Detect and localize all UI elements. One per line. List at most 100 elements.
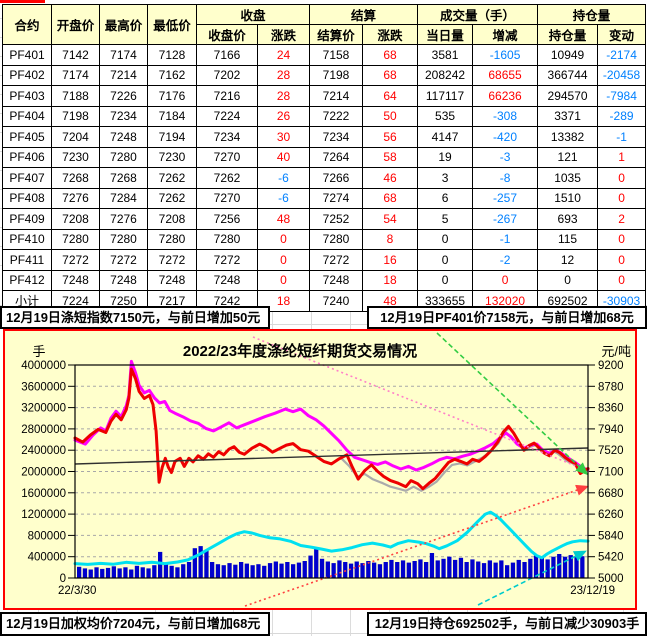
value-cell: 7234 [196,126,258,148]
value-cell: 7234 [309,126,364,148]
value-cell: 7284 [99,187,148,209]
volume-bar [424,562,429,578]
value-cell: 7272 [51,249,100,271]
volume-bar [545,559,550,578]
volume-bar [250,565,255,578]
right-axis-tick: 8360 [598,403,624,415]
volume-bar [528,558,533,578]
volume-bar [574,557,579,578]
value-cell: 7222 [309,105,364,127]
right-axis-unit: 元/吨 [601,344,631,359]
sub-header-oi: 持仓量 [537,24,599,45]
volume-bar [117,568,122,578]
value-cell: -6 [256,187,311,209]
value-cell: 7234 [99,105,148,127]
sub-header-settle-price: 结算价 [309,24,364,45]
volume-bar [522,562,527,578]
contract-price-line [73,367,590,491]
value-cell: -2 [472,249,539,271]
left-axis-tick: 4000000 [21,360,66,372]
volume-bar [354,561,359,578]
value-cell: 0 [597,187,647,209]
left-axis-tick: 2000000 [21,467,66,479]
value-cell: 7174 [99,44,148,66]
value-cell: 7264 [309,146,364,168]
x-axis-start-label: 22/3/30 [58,585,96,597]
volume-bar [152,565,157,578]
value-cell: 7266 [309,167,364,189]
value-cell: 7248 [147,269,197,291]
value-cell: 7248 [99,269,148,291]
value-cell: 7188 [51,85,100,107]
volume-bar [487,560,492,578]
value-cell: -20458 [597,64,647,86]
contract-cell: PF410 [2,228,52,250]
volume-bar [82,568,88,578]
value-cell: 3581 [417,44,474,66]
value-cell: 7194 [147,126,197,148]
col-header-contract: 合约 [2,4,52,45]
value-cell: 294570 [537,85,599,107]
volume-bar [285,562,290,578]
value-cell: 366744 [537,64,599,86]
volume-bar [447,556,452,578]
volume-bar [481,563,487,578]
value-cell: 16 [362,249,419,271]
col-header-high: 最高价 [99,4,148,45]
value-cell: 7262 [147,167,197,189]
volume-bar [221,565,226,578]
right-axis-tick: 5840 [598,530,624,542]
right-axis-tick: 6680 [598,488,624,500]
value-cell: 68 [362,187,419,209]
value-cell: -308 [472,105,539,127]
top-red-marker [0,0,45,3]
value-cell: 50 [362,105,419,127]
volume-bar [239,562,244,578]
volume-bar [163,563,169,578]
value-cell: 0 [537,269,599,291]
volume-bar [499,560,504,578]
volume-bar [406,562,411,578]
volume-bar [77,566,82,578]
value-cell: 7224 [196,105,258,127]
volume-bar [348,563,354,578]
banner-pf401-price: 12月19日PF401价7158元，与前日增加68元 [367,306,647,329]
left-axis-tick: 3600000 [21,381,66,393]
value-cell: 7214 [309,85,364,107]
contract-cell: PF403 [2,85,52,107]
value-cell: 0 [256,249,311,271]
volume-bar [308,555,313,578]
value-cell: 7280 [147,228,197,250]
value-cell: 3 [417,167,474,189]
value-cell: 24 [256,44,311,66]
volume-bar [453,559,458,578]
volume-bar [192,548,197,578]
sub-header-close-price: 收盘价 [196,24,258,45]
x-axis-end-label: 23/12/19 [570,585,615,597]
table-row: PF403 7188 7226 7176 7216 28 7214 64 117117 66236… [2,85,647,107]
value-cell: 7276 [99,208,148,230]
value-cell: 7198 [51,105,100,127]
value-cell: 7280 [99,228,148,250]
value-cell: 10949 [537,44,599,66]
value-cell: 28 [256,85,311,107]
value-cell: -2174 [597,44,647,66]
volume-bar [296,562,302,578]
value-cell: 0 [417,249,474,271]
value-cell: 7272 [147,249,197,271]
group-header-volume: 成交量（手） [417,4,539,25]
volume-bar [383,562,388,578]
group-header-openinterest: 持仓量 [537,4,647,25]
table-row: PF407 7268 7268 7262 7262 -6 7266 46 3 -8 1035 0 [2,167,647,189]
volume-bar [140,567,145,578]
volume-bar [372,562,377,578]
value-cell: 7248 [99,126,148,148]
col-header-open: 开盘价 [51,4,100,45]
value-cell: -1 [472,228,539,250]
value-cell: 121 [537,146,599,168]
volume-bar [331,563,336,578]
value-cell: 19 [417,146,474,168]
volume-bar [319,558,325,578]
volume-bar [325,561,330,578]
value-cell: 7166 [196,44,258,66]
